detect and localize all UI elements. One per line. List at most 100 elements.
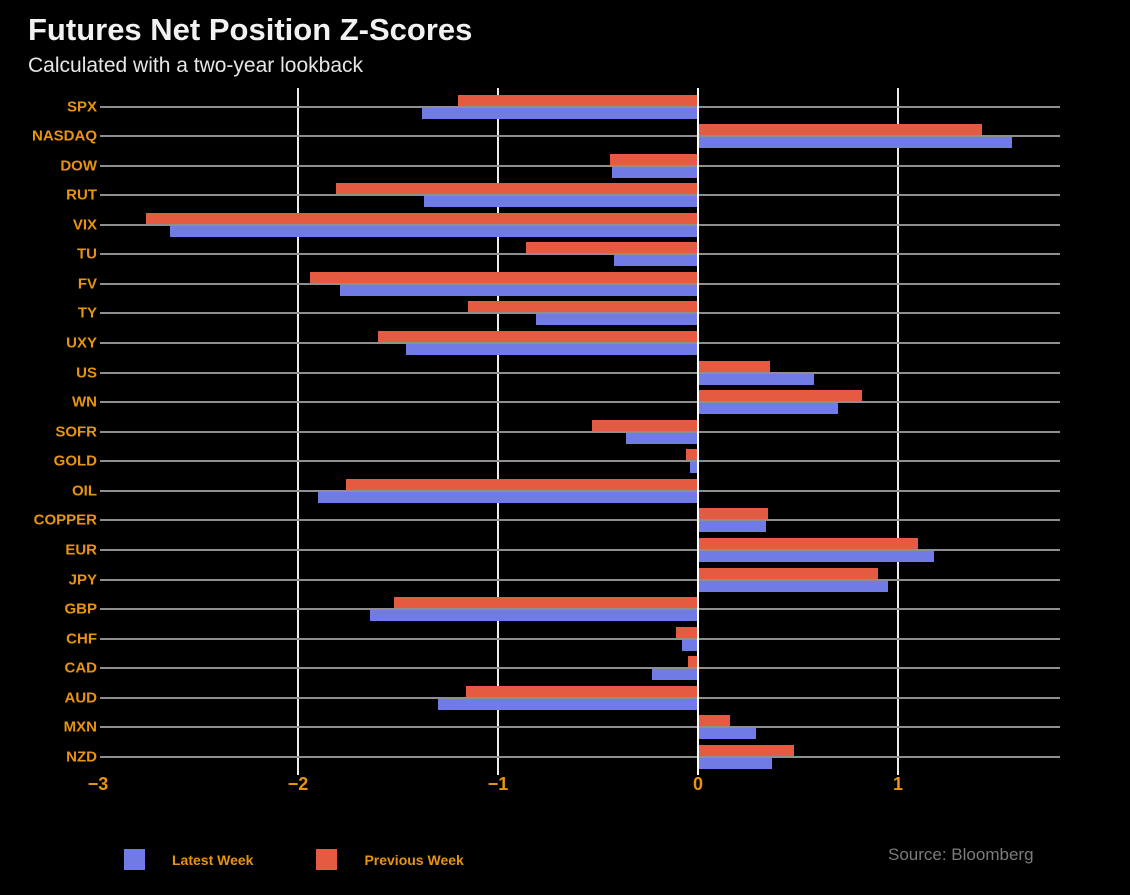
category-label: OIL: [72, 482, 97, 500]
latest-week-bar: [406, 344, 698, 356]
category-track-line: [100, 696, 1060, 699]
category-track-line: [100, 135, 1060, 138]
category-track-line: [100, 342, 1060, 345]
category-label: COPPER: [33, 511, 97, 529]
category-label: SPX: [66, 98, 97, 115]
category-label: NZD: [66, 748, 97, 766]
category-label: GBP: [64, 600, 97, 618]
category-track-line: [100, 667, 1060, 670]
previous-week-bar: [336, 183, 698, 195]
x-axis-tick-label: −1: [487, 774, 509, 794]
previous-week-bar: [698, 360, 770, 372]
category-label: NASDAQ: [31, 127, 97, 145]
category-label: CHF: [66, 630, 97, 648]
latest-week-bar: [422, 107, 698, 119]
page-subtitle: Calculated with a two-year lookback: [28, 54, 363, 77]
x-axis-tick-label: 1: [892, 774, 904, 794]
previous-week-bar: [676, 626, 698, 638]
previous-week-bar: [686, 449, 698, 461]
category-label: JPY: [68, 571, 97, 589]
previous-week-bar: [468, 301, 698, 313]
latest-week-bar: [652, 669, 698, 681]
category-label: WN: [72, 393, 97, 411]
category-track-line: [100, 282, 1060, 285]
previous-week-bar: [592, 419, 698, 431]
category-label: MXN: [63, 718, 97, 736]
latest-week-bar: [698, 758, 772, 770]
category-track-line: [100, 430, 1060, 433]
category-track-line: [100, 549, 1060, 552]
category-track-line: [100, 105, 1060, 108]
previous-week-bar: [698, 567, 878, 579]
category-label: FV: [77, 275, 97, 293]
latest-week-bar: [626, 432, 698, 444]
category-label: UXY: [66, 334, 97, 352]
legend-label: Previous Week: [364, 851, 464, 868]
chart-legend: Latest Week Previous Week: [124, 849, 464, 870]
previous-week-bar: [698, 390, 862, 402]
previous-week-bar: [310, 271, 698, 283]
latest-week-bar: [698, 373, 814, 385]
category-label: VIX: [72, 216, 97, 234]
x-axis-tick-label: −2: [287, 774, 309, 794]
category-label: CAD: [64, 659, 98, 677]
category-track-line: [100, 194, 1060, 197]
previous-week-bar: [688, 656, 698, 668]
latest-week-bar: [170, 225, 698, 237]
latest-week-bar: [536, 314, 698, 326]
latest-week-bar: [690, 462, 698, 474]
x-axis-tick-label: −3: [87, 774, 109, 794]
previous-week-bar: [466, 685, 698, 697]
latest-week-bar: [698, 521, 766, 533]
category-track-line: [100, 637, 1060, 640]
previous-week-bar: [146, 212, 698, 224]
category-track-line: [100, 253, 1060, 256]
latest-week-bar: [698, 403, 838, 415]
category-label: US: [76, 364, 97, 382]
latest-week-swatch: [124, 849, 145, 870]
latest-week-bar: [424, 196, 698, 208]
category-label: TY: [77, 304, 97, 322]
category-track-line: [100, 578, 1060, 581]
category-label: DOW: [60, 157, 97, 175]
category-track-line: [100, 223, 1060, 226]
category-label: AUD: [64, 689, 98, 707]
category-track-line: [100, 401, 1060, 404]
latest-week-bar: [370, 610, 698, 622]
latest-week-bar: [612, 166, 698, 178]
category-label: SOFR: [55, 423, 97, 441]
previous-week-bar: [698, 745, 794, 757]
legend-item-latest-week: Latest Week: [124, 849, 253, 870]
latest-week-bar: [438, 698, 698, 710]
legend-label: Latest Week: [172, 851, 254, 868]
legend-item-previous-week: Previous Week: [316, 849, 464, 870]
previous-week-bar: [698, 508, 768, 520]
category-track-line: [100, 608, 1060, 611]
latest-week-bar: [698, 551, 934, 563]
latest-week-bar: [340, 284, 698, 296]
category-label: TU: [77, 245, 97, 263]
previous-week-bar: [698, 124, 982, 136]
previous-week-bar: [610, 153, 698, 165]
category-track-line: [100, 489, 1060, 492]
category-track-line: [100, 519, 1060, 522]
previous-week-bar: [698, 715, 730, 727]
category-track-line: [100, 371, 1060, 374]
previous-week-bar: [378, 331, 698, 343]
category-label: RUT: [66, 186, 97, 204]
zero-baseline: [697, 88, 699, 775]
page-title: Futures Net Position Z-Scores: [28, 12, 473, 47]
previous-week-swatch: [316, 849, 338, 870]
previous-week-bar: [346, 478, 698, 490]
latest-week-bar: [698, 137, 1012, 149]
category-track-line: [100, 312, 1060, 315]
previous-week-bar: [698, 538, 918, 550]
latest-week-bar: [682, 639, 698, 651]
previous-week-bar: [394, 597, 698, 609]
category-track-line: [100, 460, 1060, 463]
latest-week-bar: [698, 728, 756, 740]
latest-week-bar: [318, 491, 698, 503]
category-track-line: [100, 756, 1060, 759]
latest-week-bar: [698, 580, 888, 592]
